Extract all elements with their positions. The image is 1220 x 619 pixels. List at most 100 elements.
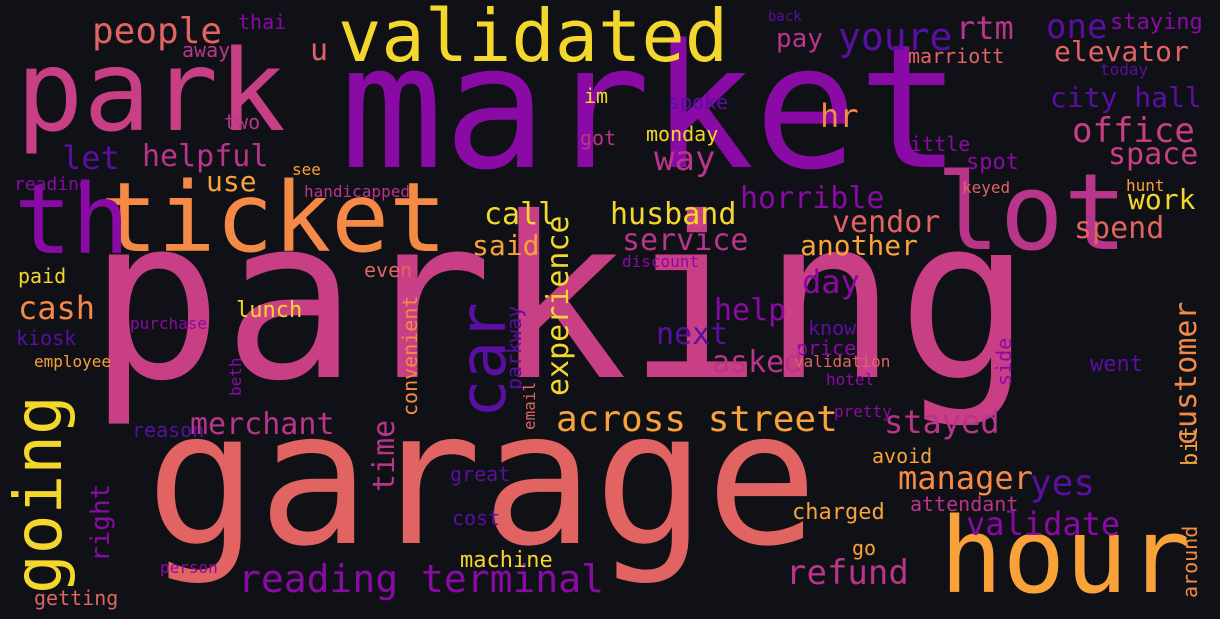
word-attendant: time — [367, 419, 402, 492]
word-customer: attendant — [910, 492, 1019, 516]
word-away: away — [182, 38, 231, 62]
word-reason: beth — [226, 357, 245, 396]
word-husband: husband — [610, 197, 737, 232]
word-th: th — [14, 164, 130, 276]
word-person: great — [450, 462, 511, 486]
word-validated: validated — [338, 0, 729, 78]
word-little: little — [898, 132, 971, 156]
word-lunch: lunch — [236, 298, 303, 323]
word-validation: experience — [541, 215, 576, 396]
word-hr: hr — [820, 97, 859, 135]
word-paid: paid — [18, 264, 67, 288]
word-another: another — [800, 229, 919, 262]
word-help: help — [714, 293, 787, 328]
word-purchase: side — [992, 337, 1016, 386]
word-see: see — [292, 160, 321, 179]
word-convenient: validate — [966, 505, 1121, 543]
word-experience: around — [1178, 525, 1202, 598]
word-great: went — [1090, 352, 1143, 377]
word-office: office — [1072, 111, 1195, 151]
word-youre: youre — [838, 15, 953, 59]
word-employee: parkway — [502, 305, 526, 390]
word-pay: pay — [776, 24, 823, 54]
word-market: market — [340, 7, 962, 208]
word-im: im — [584, 84, 609, 108]
word-park: park — [16, 27, 286, 157]
word-let: let — [62, 139, 120, 177]
word-getting: yes — [1030, 463, 1096, 504]
word-know: next — [656, 317, 729, 352]
word-price: customer — [1169, 301, 1204, 447]
word-stayed: employee — [34, 352, 112, 371]
word-city-hall: city hall — [1050, 81, 1202, 114]
word-elevator: elevator — [1054, 35, 1189, 68]
word-across-street: across street — [556, 399, 838, 440]
word-go: bit — [1178, 426, 1203, 466]
word-reading: reading — [14, 174, 90, 195]
word-kiosk: know — [808, 316, 857, 340]
word-asked: kiosk — [16, 326, 77, 350]
word-manager: email — [520, 381, 539, 430]
word-space: space — [1108, 137, 1199, 172]
word-discount: discount — [622, 252, 700, 271]
word-helpful: helpful — [142, 139, 269, 174]
word-keyed: keyed — [962, 178, 1011, 197]
word-merchant: convenient — [398, 295, 422, 416]
word-handicapped: handicapped — [304, 182, 410, 201]
word-got: got — [580, 126, 617, 150]
word-people: people — [92, 11, 223, 52]
word-horrible: horrible — [740, 181, 885, 216]
word-marriott: marriott — [908, 44, 1005, 68]
word-charged: stayed — [884, 403, 1000, 441]
word-avoid: hotel — [826, 370, 875, 389]
word-spot: spot — [966, 150, 1019, 175]
word-time: machine — [460, 548, 553, 573]
word-two: two — [224, 110, 261, 134]
word-even: even — [364, 258, 413, 282]
word-spend: spend — [1074, 211, 1165, 246]
word-going: going — [0, 395, 77, 594]
word-validate: merchant — [190, 407, 335, 442]
word-said: said — [472, 229, 540, 262]
word-day: day — [802, 263, 860, 301]
word-beth: cost — [452, 506, 501, 530]
word-back: back — [768, 9, 802, 25]
word-work: work — [1128, 183, 1196, 216]
word-pretty: validation — [794, 352, 891, 371]
word-u: u — [310, 33, 329, 68]
word-way: way — [654, 139, 716, 179]
word-went: asked — [712, 345, 803, 380]
word-call: call — [484, 197, 557, 232]
word-cost: reason — [132, 418, 205, 442]
word-reading-terminal: reading terminal — [238, 557, 605, 601]
word-hunt: hunt — [1126, 176, 1165, 195]
word-right: refund — [786, 553, 909, 593]
word-ticket: ticket — [100, 162, 447, 274]
word-bit: person — [160, 558, 218, 577]
word-service: service — [622, 223, 749, 258]
word-hour: hour — [940, 495, 1191, 617]
word-refund: manager — [898, 459, 1033, 497]
word-garage: garage — [146, 370, 818, 587]
word-one: one — [1046, 7, 1108, 47]
word-rtm: rtm — [956, 9, 1014, 47]
word-cash: cash — [18, 289, 96, 327]
word-use: use — [206, 165, 257, 198]
word-next: purchase — [130, 314, 208, 333]
word-vendor: vendor — [832, 205, 941, 240]
word-machine: avoid — [872, 444, 933, 468]
word-yes: pretty — [834, 402, 892, 421]
word-email: go — [852, 536, 877, 560]
word-parking: parking — [88, 169, 1033, 430]
word-hotel: price — [796, 336, 857, 360]
word-today: today — [1100, 60, 1149, 79]
word-side: right — [86, 483, 116, 562]
word-around: getting — [34, 586, 119, 610]
word-staying: staying — [1110, 10, 1203, 35]
word-parkway: charged — [792, 500, 885, 525]
word-lot: lot — [936, 151, 1128, 274]
word-monday: monday — [646, 122, 719, 146]
word-thai: thai — [238, 10, 287, 34]
word-spoke: spoke — [668, 90, 729, 114]
